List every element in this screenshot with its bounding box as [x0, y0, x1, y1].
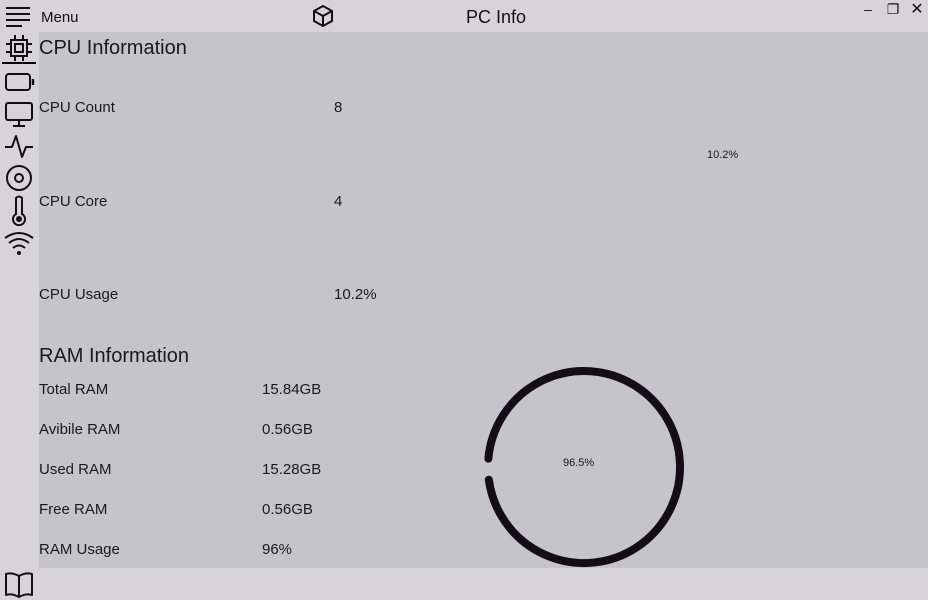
- book-icon: [5, 572, 33, 598]
- sidebar-item-performance[interactable]: [0, 130, 38, 162]
- ram-gauge-arc: [484, 367, 684, 568]
- minimize-button[interactable]: –: [856, 0, 880, 18]
- minimize-icon: –: [864, 1, 872, 17]
- bottom-bar: [0, 568, 928, 600]
- restore-icon: ❐: [886, 0, 900, 17]
- ram-gauge-label: 96.5%: [563, 457, 595, 469]
- free-ram-value: 0.56GB: [262, 501, 313, 518]
- sidebar-item-battery[interactable]: [0, 66, 38, 98]
- cpu-usage-label: CPU Usage: [39, 286, 119, 303]
- disk-icon: [6, 165, 32, 191]
- free-ram-label: Free RAM: [39, 501, 108, 518]
- cpu-count-label: CPU Count: [39, 99, 115, 116]
- battery-icon: [5, 73, 35, 91]
- used-ram-value: 15.28GB: [262, 461, 322, 478]
- activity-pulse-icon: [5, 135, 33, 158]
- cpu-usage-value: 10.2%: [334, 286, 377, 303]
- main-content: CPU Information CPU Count 8 CPU Core 4 C…: [39, 32, 928, 568]
- close-button[interactable]: ✕: [905, 0, 928, 18]
- total-ram-value: 15.84GB: [262, 381, 322, 398]
- ram-usage-gauge: [484, 367, 684, 568]
- sidebar-item-network[interactable]: [0, 226, 38, 258]
- cpu-gauge-label: 10.2%: [707, 149, 739, 161]
- available-ram-label: Avibile RAM: [39, 421, 121, 438]
- sidebar-nav: [0, 32, 38, 600]
- cpu-core-label: CPU Core: [39, 193, 108, 210]
- sidebar-item-cpu[interactable]: [0, 32, 38, 64]
- cpu-core-value: 4: [334, 193, 343, 210]
- sidebar-item-display[interactable]: [0, 98, 38, 130]
- cpu-section-title: CPU Information: [39, 37, 187, 59]
- available-ram-value: 0.56GB: [262, 421, 313, 438]
- sidebar-item-temperature[interactable]: [0, 194, 38, 226]
- window-title: PC Info: [466, 7, 527, 27]
- ram-usage-value: 96%: [262, 541, 293, 558]
- thermometer-icon: [12, 195, 26, 226]
- cpu-chip-icon: [6, 35, 32, 61]
- hamburger-menu-icon[interactable]: [4, 5, 32, 27]
- sidebar-item-about[interactable]: [0, 568, 38, 600]
- ram-section-title: RAM Information: [39, 345, 190, 367]
- wifi-icon: [4, 232, 34, 255]
- total-ram-label: Total RAM: [39, 381, 109, 398]
- used-ram-label: Used RAM: [39, 461, 112, 478]
- menu-label[interactable]: Menu: [41, 9, 79, 26]
- sidebar-item-disk[interactable]: [0, 162, 38, 194]
- monitor-icon: [5, 102, 33, 127]
- cube-app-icon: [310, 3, 336, 29]
- ram-usage-label: RAM Usage: [39, 541, 120, 558]
- close-icon: ✕: [910, 1, 924, 18]
- restore-button[interactable]: ❐: [881, 0, 905, 18]
- title-bar: Menu PC Info – ❐ ✕: [0, 0, 928, 32]
- cpu-count-value: 8: [334, 99, 343, 116]
